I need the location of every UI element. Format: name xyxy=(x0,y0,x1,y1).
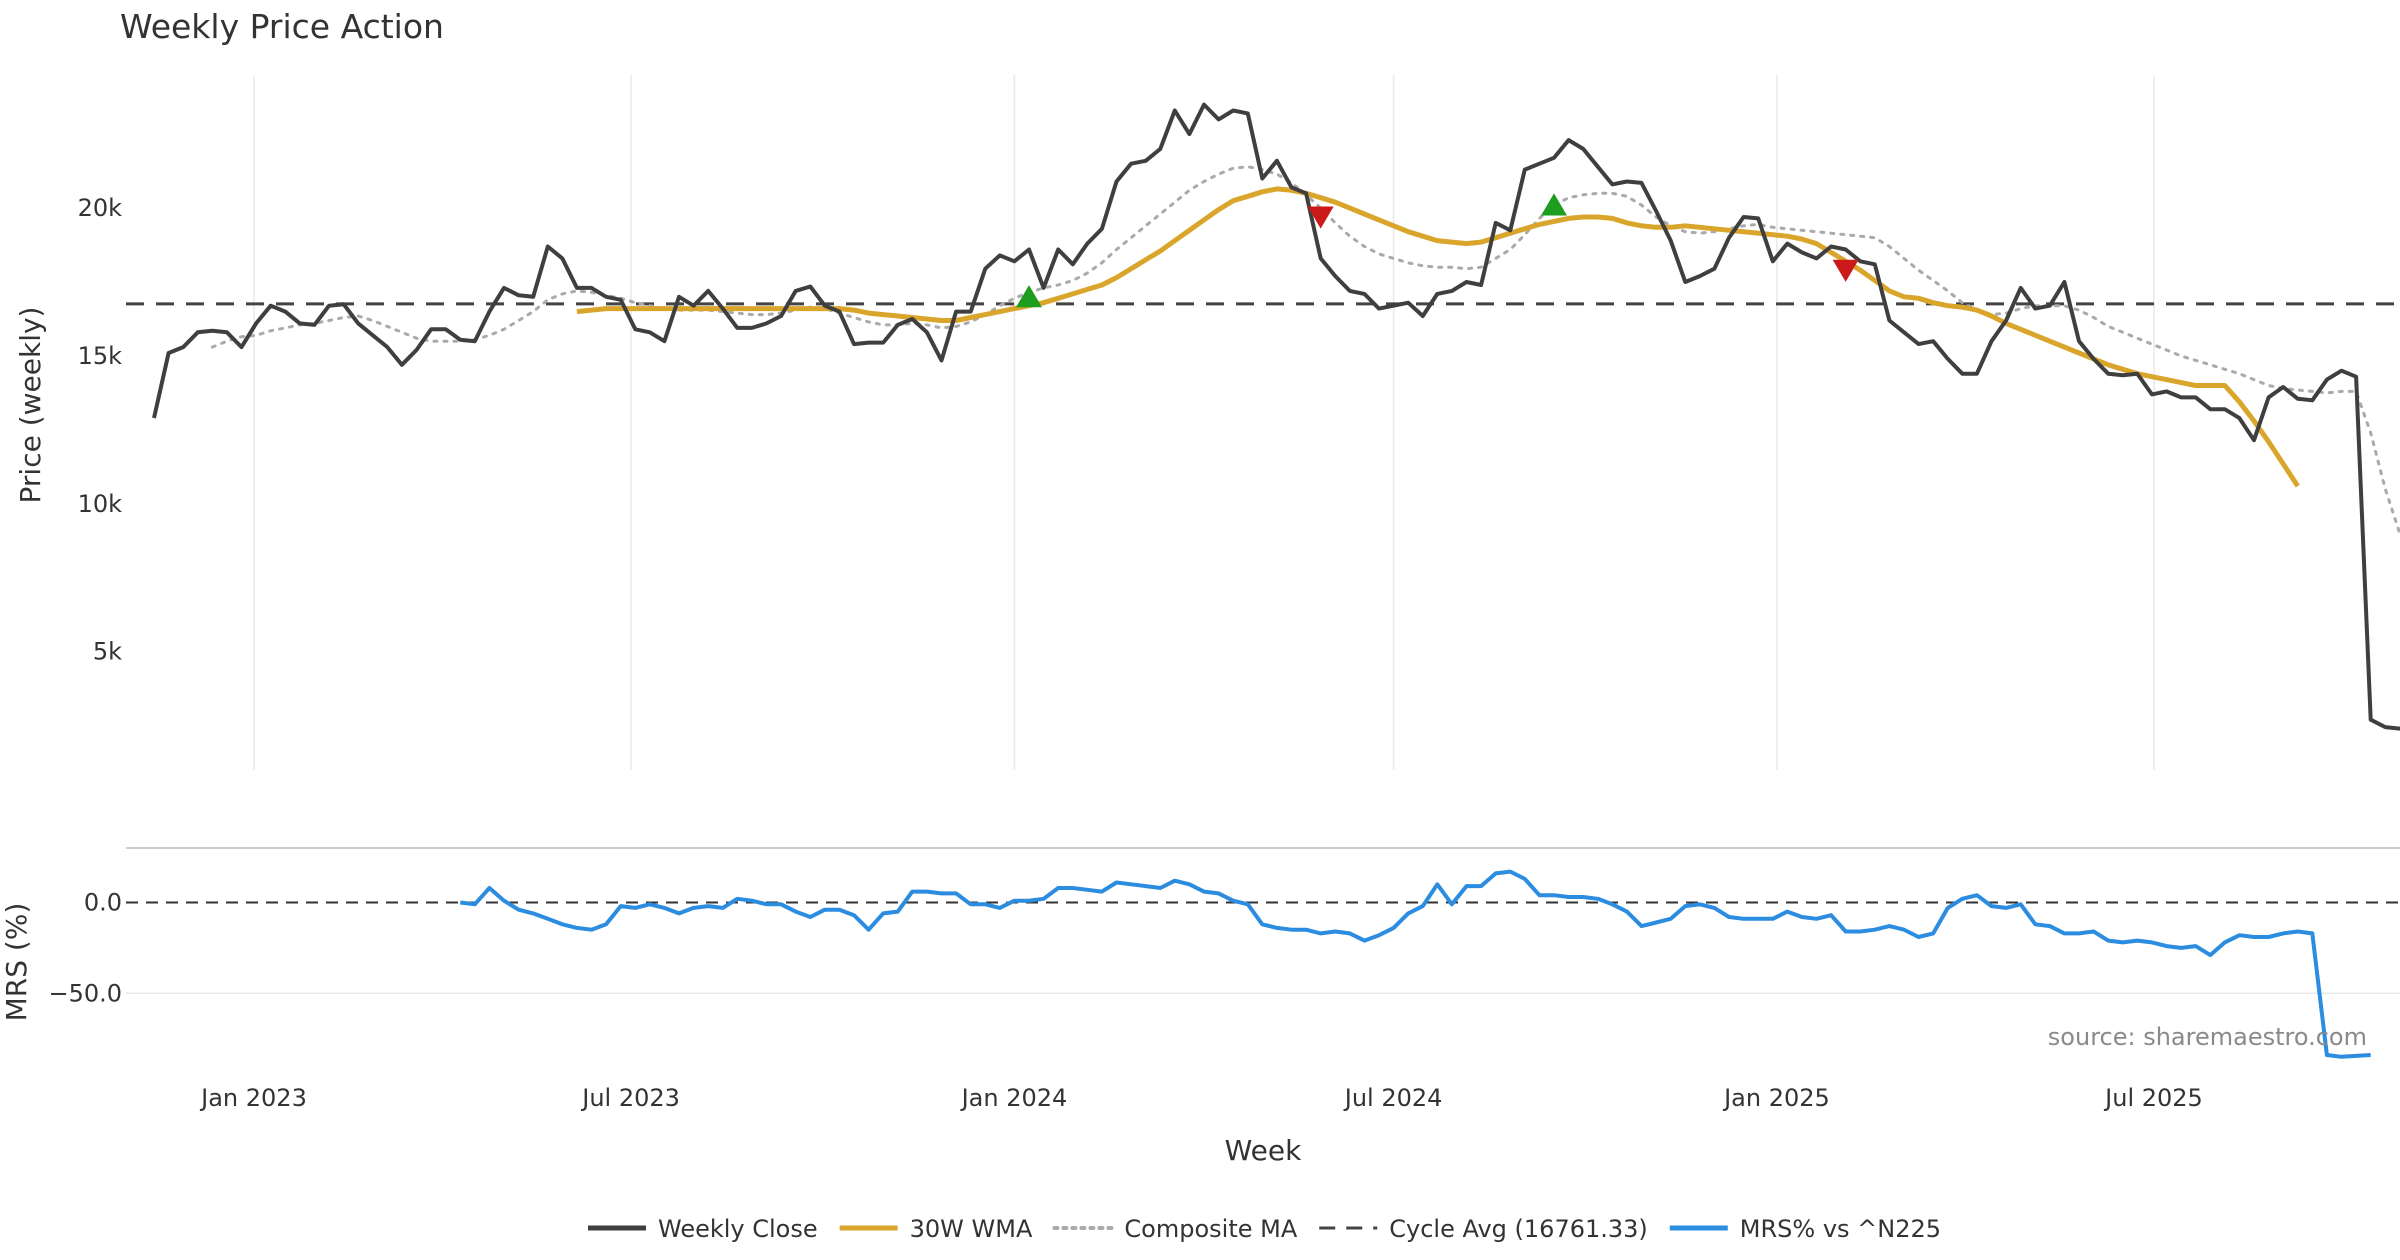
mrs-y-tick-label: 0.0 xyxy=(84,888,122,916)
sell-signal-marker xyxy=(1307,206,1334,229)
x-axis-ticks: Jan 2023 Jul 2023 Jan 2024 Jul 2024 Jan 2025… xyxy=(199,1084,2203,1112)
price-y-tick-label: 10k xyxy=(78,490,123,518)
wma-30w-line xyxy=(576,186,2300,488)
price-panel: Price (weekly) 5k 10k 15k 20k xyxy=(14,102,2400,731)
legend-label: Composite MA xyxy=(1124,1215,1297,1243)
legend-label: MRS% vs ^N225 xyxy=(1740,1215,1941,1243)
mrs-y-ticks: 0.0 −50.0 xyxy=(48,888,2400,1007)
price-y-ticks: 5k 10k 15k 20k xyxy=(78,194,123,666)
buy-signal-marker xyxy=(1016,285,1042,308)
x-tick-label: Jan 2024 xyxy=(960,1084,1068,1112)
legend-label: Cycle Avg (16761.33) xyxy=(1389,1215,1648,1243)
mrs-y-axis-label: MRS (%) xyxy=(0,903,33,1022)
sell-signal-marker xyxy=(1832,259,1859,282)
mrs-y-tick-label: −50.0 xyxy=(48,979,122,1007)
price-y-tick-label: 15k xyxy=(78,342,123,370)
x-tick-label: Jul 2023 xyxy=(580,1084,680,1112)
x-axis-label: Week xyxy=(1225,1134,1302,1167)
mrs-panel: MRS (%) 0.0 −50.0 source: sharemaestro.co… xyxy=(0,847,2400,1059)
price-y-tick-label: 5k xyxy=(93,638,122,666)
price-y-axis-label: Price (weekly) xyxy=(14,307,47,504)
price-y-tick-label: 20k xyxy=(78,194,123,222)
legend-label: Weekly Close xyxy=(658,1215,818,1243)
source-note: source: sharemaestro.com xyxy=(2048,1023,2367,1051)
weekly-close-line xyxy=(152,102,2400,731)
signal-markers xyxy=(1016,193,1859,308)
legend: Weekly Close 30W WMA Composite MA Cycle Avg… xyxy=(588,1215,1941,1243)
legend-label: 30W WMA xyxy=(910,1215,1033,1243)
mrs-line xyxy=(460,869,2371,1059)
buy-signal-marker xyxy=(1541,193,1567,216)
grid-layer xyxy=(253,75,2155,770)
x-tick-label: Jul 2024 xyxy=(1343,1084,1443,1112)
x-tick-label: Jan 2023 xyxy=(199,1084,307,1112)
x-tick-label: Jan 2025 xyxy=(1722,1084,1830,1112)
chart-title: Weekly Price Action xyxy=(120,7,444,46)
x-tick-label: Jul 2025 xyxy=(2103,1084,2203,1112)
